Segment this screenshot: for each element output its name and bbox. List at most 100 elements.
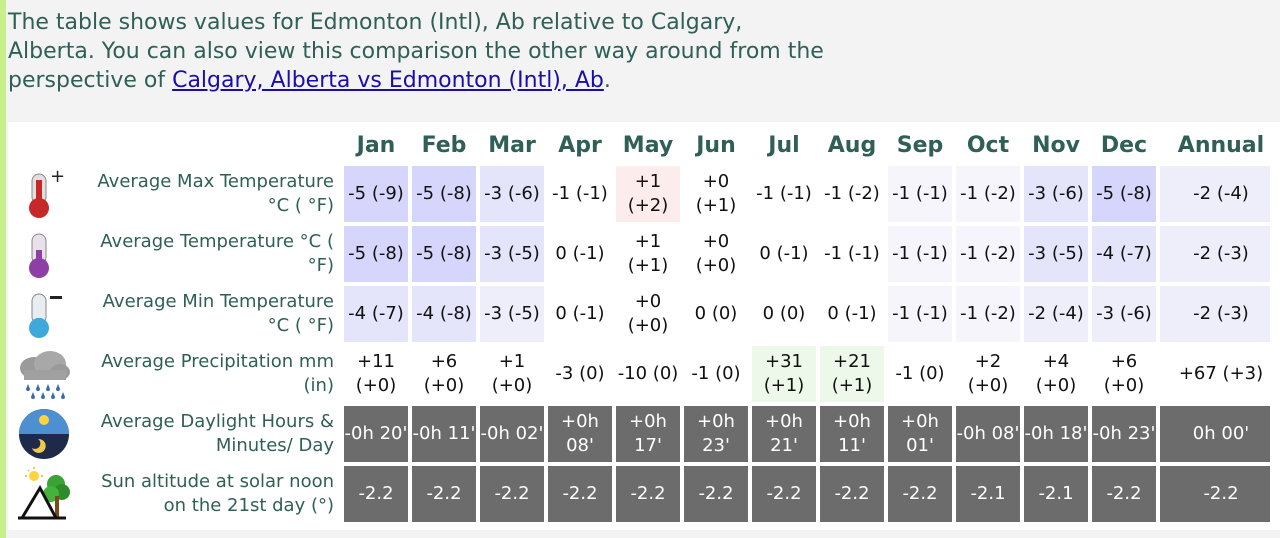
table-cell: -3 (-6) xyxy=(1092,286,1156,342)
month-header: May xyxy=(622,132,674,158)
row-label: Average Temperature °C ( °F) xyxy=(100,231,334,276)
table-cell: -4 (-7) xyxy=(344,286,408,342)
table-cell: 0 (-1) xyxy=(548,226,612,282)
table-cell: -0h 18' xyxy=(1024,406,1088,462)
thermometer-average-icon xyxy=(12,226,76,282)
annual-cell: +67 (+3) xyxy=(1160,346,1270,402)
annual-cell: -2.2 xyxy=(1160,466,1270,522)
table-cell: 0 (0) xyxy=(684,286,748,342)
table-cell: -5 (-9) xyxy=(344,166,408,222)
month-header: Jun xyxy=(696,132,736,158)
table-cell: +21 (+1) xyxy=(820,346,884,402)
table-cell: -1 (0) xyxy=(888,346,952,402)
month-header-row: Jan Feb Mar Apr May Jun Jul Aug Sep Oct … xyxy=(12,128,1270,162)
comparison-table: Jan Feb Mar Apr May Jun Jul Aug Sep Oct … xyxy=(8,124,1274,526)
label-column-header xyxy=(80,128,340,162)
table-cell: +0 (+0) xyxy=(616,286,680,342)
table-cell: +0h 21' xyxy=(752,406,816,462)
table-cell: +1 (+2) xyxy=(616,166,680,222)
month-header: Mar xyxy=(488,132,536,158)
svg-text:+: + xyxy=(50,168,65,187)
table-cell: -1 (-1) xyxy=(752,166,816,222)
table-row: Average Daylight Hours & Minutes/ Day -0… xyxy=(12,406,1270,462)
left-accent-bar xyxy=(0,0,6,538)
table-cell: -0h 02' xyxy=(480,406,544,462)
annual-cell: 0h 00' xyxy=(1160,406,1270,462)
table-cell: +6 (+0) xyxy=(412,346,476,402)
table-cell: +1 (+0) xyxy=(480,346,544,402)
table-cell: -5 (-8) xyxy=(1092,166,1156,222)
row-label: Average Max Temperature °C ( °F) xyxy=(97,171,334,216)
month-header: Nov xyxy=(1032,132,1080,158)
intro-text: The table shows values for Edmonton (Int… xyxy=(8,10,824,93)
table-cell: -10 (0) xyxy=(616,346,680,402)
table-cell: +0h 11' xyxy=(820,406,884,462)
table-cell: +6 (+0) xyxy=(1092,346,1156,402)
table-cell: +0h 01' xyxy=(888,406,952,462)
table-cell: -2.1 xyxy=(956,466,1020,522)
table-row: Average Temperature °C ( °F) -5 (-8) -5 … xyxy=(12,226,1270,282)
month-header: Apr xyxy=(558,132,602,158)
table-cell: -5 (-8) xyxy=(412,166,476,222)
table-cell: +11 (+0) xyxy=(344,346,408,402)
table-cell: -1 (-1) xyxy=(888,166,952,222)
month-header: Oct xyxy=(966,132,1010,158)
month-header: Sep xyxy=(896,132,944,158)
thermometer-hot-icon: + xyxy=(12,166,76,222)
table-cell: -5 (-8) xyxy=(412,226,476,282)
table-cell: -2.2 xyxy=(1092,466,1156,522)
table-cell: -3 (-5) xyxy=(480,226,544,282)
month-header: Feb xyxy=(421,132,467,158)
month-header: Jan xyxy=(356,132,396,158)
table-cell: -2.2 xyxy=(548,466,612,522)
table-cell: -0h 23' xyxy=(1092,406,1156,462)
table-cell: -0h 08' xyxy=(956,406,1020,462)
icon-column-header xyxy=(12,128,76,162)
table-cell: -2 (-4) xyxy=(1024,286,1088,342)
annual-cell: -2 (-3) xyxy=(1160,286,1270,342)
table-row: Average Precipitation mm (in) +11 (+0) +… xyxy=(12,346,1270,402)
table-cell: 0 (-1) xyxy=(752,226,816,282)
row-label: Average Min Temperature °C ( °F) xyxy=(102,291,334,336)
intro-text-end: . xyxy=(603,68,611,93)
table-cell: -2.2 xyxy=(412,466,476,522)
table-cell: +0h 17' xyxy=(616,406,680,462)
intro-paragraph: The table shows values for Edmonton (Int… xyxy=(8,8,828,95)
table-cell: -2.2 xyxy=(752,466,816,522)
table-cell: +0 (+0) xyxy=(684,226,748,282)
table-row: Average Min Temperature °C ( °F) -4 (-7)… xyxy=(12,286,1270,342)
month-header: Jul xyxy=(768,132,800,158)
table-cell: -0h 11' xyxy=(412,406,476,462)
table-cell: +0 (+1) xyxy=(684,166,748,222)
table-cell: +31 (+1) xyxy=(752,346,816,402)
sun-moon-icon xyxy=(12,406,76,462)
table-cell: -1 (-2) xyxy=(956,226,1020,282)
table-cell: -1 (0) xyxy=(684,346,748,402)
reverse-comparison-link[interactable]: Calgary, Alberta vs Edmonton (Intl), Ab xyxy=(172,68,604,93)
table-row: + Average Max Temperature °C ( °F) -5 (-… xyxy=(12,166,1270,222)
month-header: Aug xyxy=(827,132,877,158)
table-cell: -3 (0) xyxy=(548,346,612,402)
table-cell: -2.2 xyxy=(480,466,544,522)
table-cell: -1 (-1) xyxy=(888,286,952,342)
table-cell: +0h 23' xyxy=(684,406,748,462)
table-cell: -1 (-2) xyxy=(820,166,884,222)
table-cell: -3 (-5) xyxy=(1024,226,1088,282)
row-label: Average Precipitation mm (in) xyxy=(101,351,334,396)
table-cell: -3 (-6) xyxy=(480,166,544,222)
table-cell: -3 (-6) xyxy=(1024,166,1088,222)
table-cell: -4 (-8) xyxy=(412,286,476,342)
table-cell: -0h 20' xyxy=(344,406,408,462)
table-cell: -1 (-1) xyxy=(888,226,952,282)
table-cell: -2.1 xyxy=(1024,466,1088,522)
table-cell: -5 (-8) xyxy=(344,226,408,282)
table-cell: +2 (+0) xyxy=(956,346,1020,402)
table-cell: +4 (+0) xyxy=(1024,346,1088,402)
table-cell: +1 (+1) xyxy=(616,226,680,282)
table-cell: -2.2 xyxy=(616,466,680,522)
table-cell: -4 (-7) xyxy=(1092,226,1156,282)
table-cell: -1 (-1) xyxy=(820,226,884,282)
annual-cell: -2 (-4) xyxy=(1160,166,1270,222)
sun-altitude-icon xyxy=(12,466,76,522)
thermometer-cold-icon xyxy=(12,286,76,342)
